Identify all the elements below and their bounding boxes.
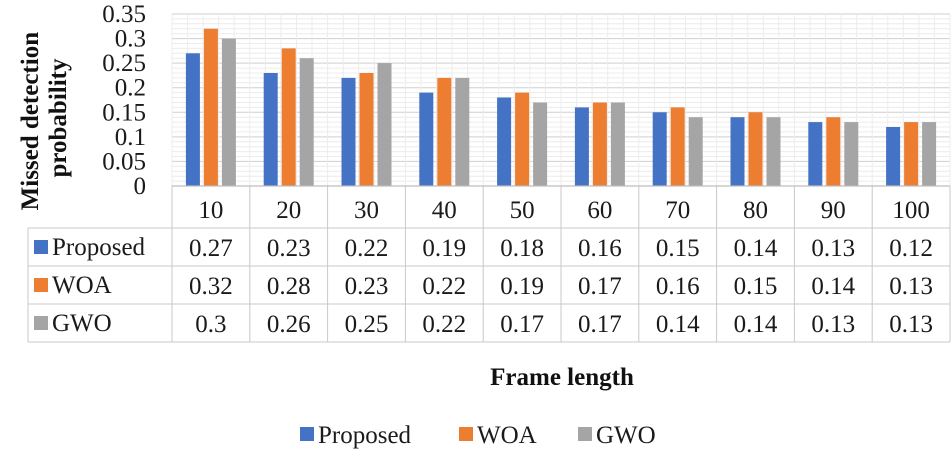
legend-key-proposed [300,427,314,441]
table-cell: 0.17 [578,311,622,338]
bar-proposed-100 [886,127,901,186]
bar-proposed-50 [497,97,512,186]
bar-woa-70 [670,107,685,186]
table-cell: 0.14 [811,273,855,300]
bar-proposed-40 [419,92,434,186]
table-cell: 0.17 [578,273,622,300]
x-tick-label: 30 [354,197,379,224]
table-cell: 0.18 [500,235,544,262]
bar-woa-40 [437,77,452,186]
x-axis-title: Frame length [490,364,634,391]
y-tick-label: 0.25 [102,50,146,77]
bar-woa-60 [592,102,607,186]
bar-woa-50 [515,92,530,186]
table-cell: 0.32 [189,273,233,300]
y-axis-title-line-1: Missed detection [17,32,44,211]
y-tick-label: 0.35 [102,1,146,28]
bar-proposed-80 [730,117,745,186]
table-cell: 0.22 [422,273,466,300]
table-cell: 0.15 [656,235,700,262]
table-legend-key-gwo [34,316,48,330]
y-axis-title-line-2: probability [45,58,72,178]
bar-woa-90 [826,117,841,186]
y-tick-label: 0.15 [102,99,146,126]
table-cell: 0.14 [734,311,778,338]
bar-gwo-90 [844,122,859,186]
y-tick-label: 0.1 [115,124,146,151]
table-cell: 0.22 [345,235,389,262]
bar-gwo-100 [922,122,937,186]
legend-key-gwo [578,427,592,441]
bar-gwo-30 [377,63,392,186]
table-cell: 0.17 [500,311,544,338]
y-axis-title: Missed detection probability [17,26,72,211]
bar-proposed-70 [652,112,667,186]
table-cell: 0.13 [889,311,933,338]
table-legend-key-woa [34,278,48,292]
table-cell: 0.23 [267,235,311,262]
bar-gwo-20 [299,58,314,187]
y-tick-label: 0.05 [102,148,146,175]
bar-woa-10 [203,28,218,187]
legend-key-woa [459,427,473,441]
bar-gwo-40 [455,77,470,186]
bar-gwo-80 [766,117,781,186]
bar-gwo-60 [610,102,625,186]
y-tick-label: 0 [134,173,147,200]
table-cell: 0.15 [734,273,778,300]
bar-proposed-10 [185,53,200,186]
table-cell: 0.23 [345,273,389,300]
y-axis-ticks: 00.050.10.150.20.250.30.35 [102,1,146,200]
table-cell: 0.13 [889,273,933,300]
table-cell: 0.27 [189,235,233,262]
legend-label: WOA [477,422,537,449]
legend: Proposed WOA GWO [300,422,656,449]
bar-woa-20 [281,48,296,187]
bar-woa-80 [748,112,763,186]
x-tick-label: 80 [743,197,768,224]
legend-label: Proposed [318,422,412,449]
bar-proposed-60 [574,107,589,186]
bar-gwo-50 [533,102,548,186]
x-tick-label: 20 [276,197,301,224]
bar-proposed-30 [341,77,356,186]
x-tick-label: 10 [198,197,223,224]
table-cell: 0.26 [267,311,311,338]
x-tick-label: 60 [587,197,612,224]
table-cell: 0.12 [889,235,933,262]
bar-proposed-90 [808,122,823,186]
table-cell: 0.25 [345,311,389,338]
table-series-name: GWO [52,310,112,337]
bar-proposed-20 [263,73,278,186]
x-tick-label: 100 [892,197,930,224]
table-cell: 0.28 [267,273,311,300]
table-cell: 0.14 [656,311,700,338]
x-tick-label: 50 [510,197,535,224]
table-legend-key-proposed [34,240,48,254]
x-tick-label: 90 [821,197,846,224]
table-series-name: WOA [52,272,112,299]
bar-woa-100 [904,122,919,186]
table-cell: 0.16 [656,273,700,300]
table-cell: 0.19 [422,235,466,262]
y-tick-label: 0.3 [115,26,146,53]
table-cell: 0.13 [811,235,855,262]
x-tick-label: 40 [432,197,457,224]
x-tick-label: 70 [665,197,690,224]
table-cell: 0.3 [195,311,226,338]
legend-label: GWO [596,422,656,449]
table-cell: 0.14 [734,235,778,262]
table-cell: 0.13 [811,311,855,338]
bar-gwo-70 [688,117,703,186]
bar-gwo-10 [221,38,236,186]
bar-series [185,28,937,187]
data-table: 10 20 30 40 50 60 70 80 90 100 Proposed 0.27 0.23 0.2… [27,185,951,343]
table-cell: 0.22 [422,311,466,338]
table-cell: 0.19 [500,273,544,300]
bar-woa-30 [359,73,374,186]
y-tick-label: 0.2 [115,75,146,102]
table-series-name: Proposed [52,234,146,261]
table-cell: 0.16 [578,235,622,262]
